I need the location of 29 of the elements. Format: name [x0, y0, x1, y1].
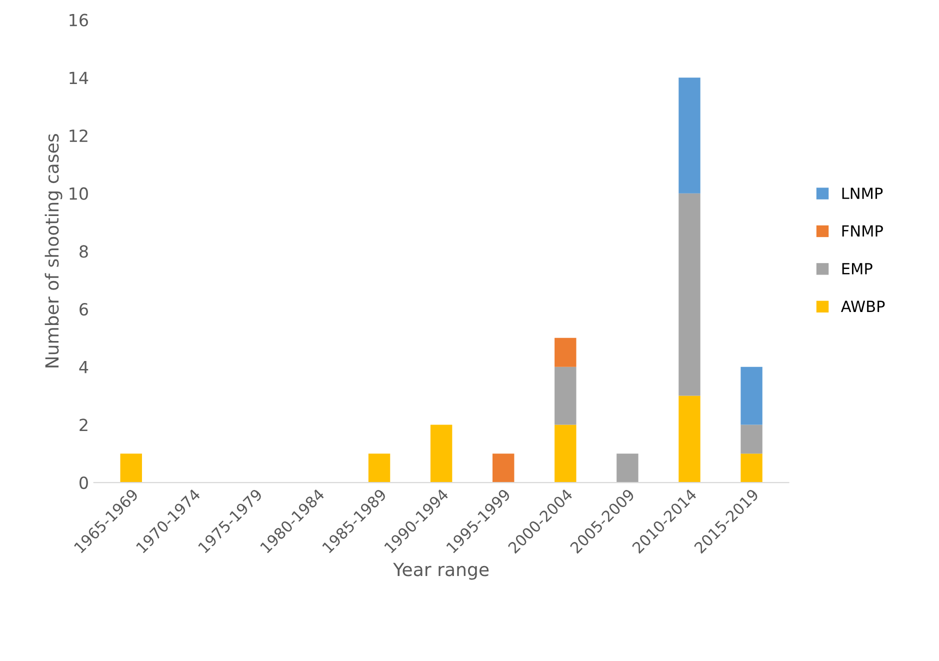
y-tick-label: 0 — [80, 476, 88, 490]
bar — [368, 454, 390, 483]
y-tick-label: 12 — [70, 129, 88, 142]
bar — [678, 78, 700, 194]
bar — [678, 396, 700, 483]
x-axis-title: Year range — [393, 562, 489, 580]
bar — [492, 454, 514, 483]
legend-label: EMP — [842, 263, 872, 274]
y-tick-label: 10 — [70, 187, 88, 200]
y-tick-label: 14 — [70, 72, 88, 84]
bar — [740, 366, 762, 425]
legend-label: LNMP — [842, 188, 883, 199]
bar — [554, 424, 576, 483]
y-axis-title: Number of shooting cases — [44, 134, 62, 368]
bar — [430, 424, 452, 483]
bar — [554, 366, 576, 425]
y-tick-label: 4 — [79, 361, 88, 374]
y-tick-label: 6 — [80, 302, 88, 316]
legend-label: FNMP — [842, 225, 883, 237]
bar — [678, 193, 700, 396]
bar — [616, 454, 638, 483]
bar — [120, 454, 142, 483]
bar — [740, 424, 762, 454]
y-tick-label: 16 — [70, 14, 88, 26]
y-tick-label: 2 — [80, 418, 88, 432]
bar — [554, 338, 576, 367]
y-tick-label: 8 — [80, 245, 88, 258]
bar — [740, 454, 762, 483]
legend-label: AWBP — [840, 300, 885, 312]
